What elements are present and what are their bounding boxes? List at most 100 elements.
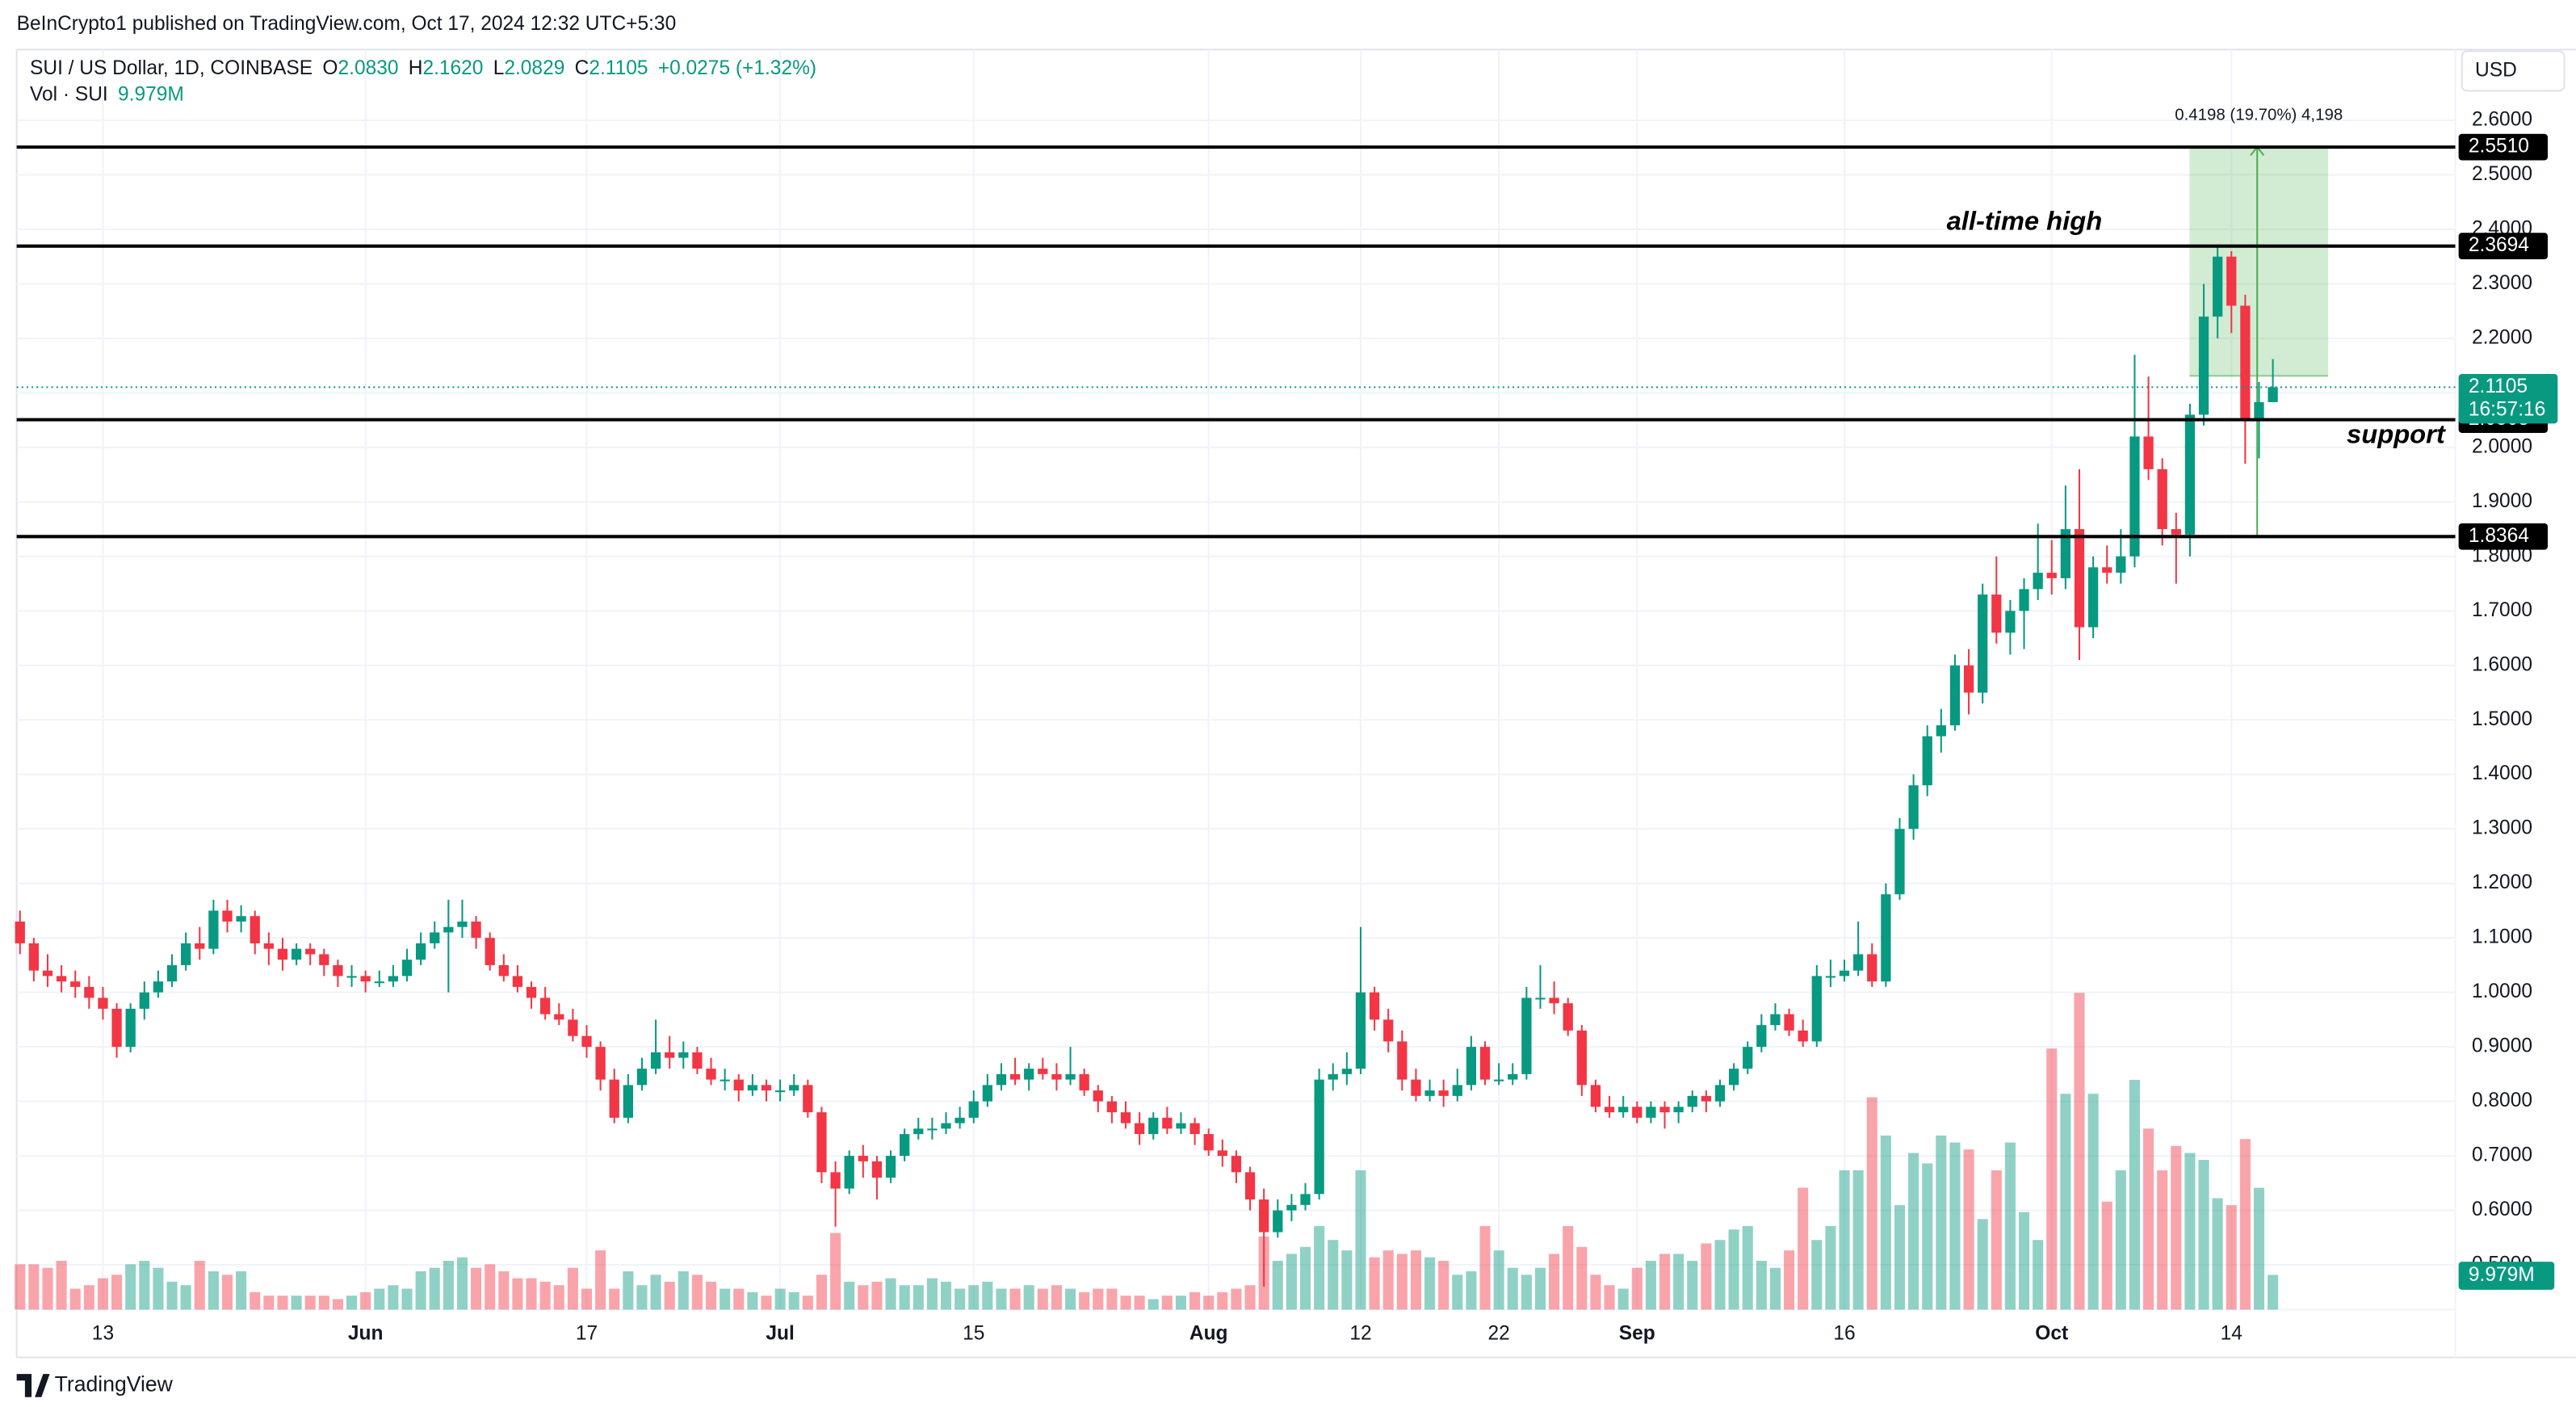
candle-body <box>844 1156 854 1189</box>
candle-body <box>2116 556 2126 573</box>
volume-bar <box>913 1285 924 1310</box>
volume-bar <box>996 1288 1007 1310</box>
candle-body <box>1825 976 1836 978</box>
candle-body <box>1949 665 1961 726</box>
level-label: 2.5510 <box>2469 136 2529 158</box>
volume-bar <box>1023 1285 1034 1310</box>
volume-bar <box>1521 1275 1532 1310</box>
volume-bar <box>1673 1254 1684 1310</box>
candle-body <box>2240 305 2251 421</box>
volume-bar <box>926 1278 938 1310</box>
volume-bar <box>1161 1296 1173 1310</box>
volume-bar <box>415 1270 426 1310</box>
candle-body <box>263 943 274 949</box>
ohlc-value: 2.1105 <box>589 57 648 79</box>
volume-bar <box>1106 1288 1118 1310</box>
candle-body <box>1908 785 1919 830</box>
candle-body <box>415 943 426 960</box>
candle-body <box>1853 954 1864 971</box>
volume-label-box <box>2458 1262 2555 1290</box>
volume-bar <box>1286 1254 1297 1310</box>
candle-body <box>195 943 205 949</box>
volume-bar <box>2198 1160 2209 1310</box>
candle-body <box>1894 829 1905 895</box>
symbol: SUI / US Dollar, 1D, COINBASE <box>30 57 313 79</box>
y-tick-label: 1.5000 <box>2472 708 2532 730</box>
x-tick-label: Oct <box>2035 1323 2068 1345</box>
candle-body <box>1978 594 1988 693</box>
y-tick-label: 0.8000 <box>2472 1090 2532 1111</box>
y-tick-label: 0.7000 <box>2472 1144 2532 1166</box>
annotation: all-time high <box>1947 206 2103 236</box>
candle-body <box>1728 1069 1739 1086</box>
candle-body <box>2268 387 2278 402</box>
candle-body <box>1038 1069 1048 1074</box>
ohlc-value: 2.0830 <box>338 57 399 79</box>
candle-body <box>1369 992 1380 1020</box>
candle-body <box>1922 736 1932 786</box>
candle-body <box>2087 567 2099 628</box>
candle-body <box>1189 1123 1200 1135</box>
volume-bar <box>236 1270 247 1310</box>
volume-bar <box>1866 1097 1877 1310</box>
volume-bar <box>1507 1267 1518 1310</box>
candle-body <box>692 1052 703 1069</box>
volume-bar <box>1079 1292 1090 1310</box>
candle-body <box>1756 1025 1767 1048</box>
candle-body <box>1714 1085 1726 1102</box>
candle-body <box>153 981 164 993</box>
volume-bar <box>1203 1296 1215 1310</box>
candle-body <box>1687 1095 1697 1107</box>
volume-bar <box>56 1261 67 1310</box>
candle-body <box>1231 1156 1242 1173</box>
volume-bar <box>2184 1153 2196 1310</box>
volume-bar <box>1991 1170 2002 1310</box>
volume-bar <box>940 1281 952 1310</box>
volume-bar <box>360 1292 371 1310</box>
y-tick-label: 1.1000 <box>2472 926 2532 948</box>
candle-body <box>1341 1069 1352 1074</box>
volume-bar <box>871 1281 883 1310</box>
candle-body <box>774 1090 786 1093</box>
currency[interactable]: USD <box>2475 59 2517 81</box>
candle-body <box>678 1052 689 1058</box>
volume-bar <box>1009 1288 1021 1310</box>
volume-bar <box>2004 1142 2016 1310</box>
candle-body <box>1632 1107 1643 1118</box>
candle-body <box>803 1085 813 1113</box>
volume-bar <box>1438 1261 1450 1310</box>
volume-bar <box>166 1281 178 1310</box>
volume-bar <box>1798 1187 1809 1310</box>
candle-body <box>2046 573 2057 578</box>
candle-body <box>1701 1095 1712 1102</box>
candle-body <box>1535 998 1546 1000</box>
candle-body <box>1314 1079 1324 1195</box>
volume-bar <box>1314 1225 1325 1310</box>
candle-body <box>2171 529 2181 535</box>
level-label-box <box>2458 233 2549 260</box>
volume-bar <box>2226 1205 2237 1310</box>
candle-body <box>1120 1112 1131 1124</box>
y-tick-label: 1.4000 <box>2472 762 2532 784</box>
candle-body <box>1604 1107 1615 1113</box>
y-tick-label: 1.3000 <box>2472 817 2532 839</box>
candle-body <box>858 1156 868 1161</box>
volume-value: 9.979M <box>118 84 184 106</box>
volume-bar <box>844 1281 855 1310</box>
candle-body <box>1521 998 1532 1074</box>
volume-bar <box>194 1261 205 1310</box>
candle-body <box>443 926 454 933</box>
volume-bar <box>664 1281 675 1310</box>
brand-logo <box>16 1374 50 1397</box>
volume-bar <box>2143 1128 2154 1310</box>
candle-body <box>941 1123 951 1129</box>
candle-body <box>1424 1090 1435 1096</box>
candle-body <box>1051 1073 1062 1080</box>
position-label: 0.4198 (19.70%) 4,198 <box>2175 106 2343 124</box>
candle-body <box>1590 1085 1601 1107</box>
currency-button[interactable] <box>2461 50 2566 92</box>
candle-body <box>2019 589 2029 611</box>
level-label: 1.8364 <box>2469 525 2529 547</box>
change: +0.0275 (+1.32%) <box>658 57 816 79</box>
x-tick-label: 15 <box>963 1323 984 1345</box>
